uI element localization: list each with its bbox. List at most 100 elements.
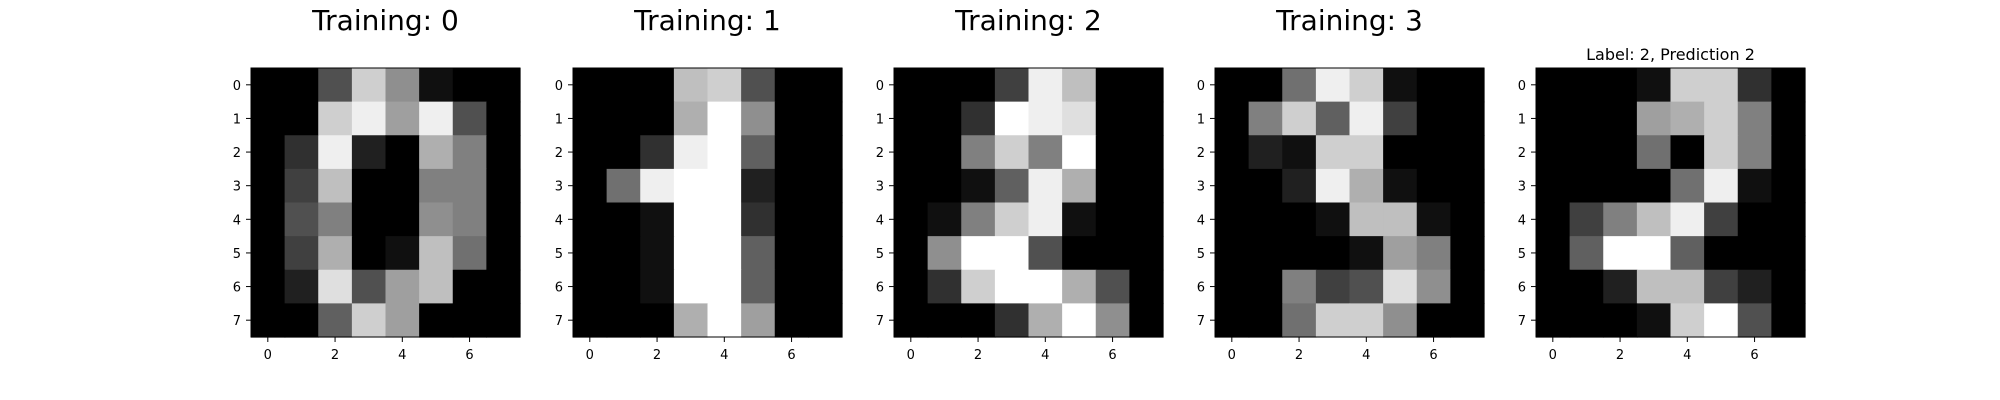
pixel-cell [385,202,420,237]
pixel-cell [1282,135,1317,170]
pixel-cell [994,236,1030,271]
y-tick-label: 6 [233,281,241,296]
pixel-cell [1536,236,1571,271]
pixel-cell [808,303,843,338]
pixel-cell [741,168,776,204]
pixel-cell [1095,269,1130,304]
pixel-cell [741,236,776,271]
pixel-cell [1383,135,1418,170]
y-tick-label: 5 [1197,247,1205,262]
pixel-cell [808,168,843,204]
y-tick-label: 6 [1518,281,1526,296]
pixel-cell [486,68,521,103]
pixel-cell [351,202,387,237]
pixel-cell [1416,269,1451,304]
pixel-cell [1737,101,1772,136]
pixel-cell [452,68,487,103]
y-tick-label: 4 [876,213,884,228]
pixel-cell [1569,303,1604,338]
pixel-cell [606,303,641,338]
pixel-cell [1248,168,1283,204]
pixel-cell [385,68,420,103]
pixel-cell [1315,101,1351,136]
pixel-cell [1282,68,1317,103]
pixel-cell [1416,236,1451,271]
pixel-cell [1416,168,1451,204]
pixel-cell [1416,303,1451,338]
y-tick-label: 6 [1197,281,1205,296]
pixel-cell [1771,236,1806,271]
pixel-cell [927,269,962,304]
pixel-cell [707,168,742,204]
pixel-cell [1771,68,1806,103]
x-tick-label: 6 [1750,348,1758,363]
panel-title: Training: 3 [1275,4,1423,37]
pixel-cell [251,236,286,271]
pixel-cell [994,101,1030,136]
y-tick-label: 3 [233,180,241,195]
x-tick-label: 2 [974,348,982,363]
pixel-cell [961,269,996,304]
pixel-cell [1771,135,1806,170]
pixel-cell [385,168,420,204]
pixel-cell [351,236,387,271]
x-tick-label: 2 [653,348,661,363]
pixel-cell [1704,101,1739,136]
y-tick-label: 6 [555,281,563,296]
pixel-cell [1028,68,1063,103]
pixel-cell [1028,269,1063,304]
pixel-cell [573,101,608,136]
pixel-cell [1095,303,1130,338]
pixel-cell [251,269,286,304]
pixel-cell [251,135,286,170]
pixel-cell [1062,303,1097,338]
pixel-cell [774,135,809,170]
pixel-cell [1771,168,1806,204]
x-tick-label: 6 [1108,348,1116,363]
y-tick-label: 5 [233,247,241,262]
pixel-cell [1670,236,1705,271]
pixel-cell [673,168,709,204]
pixel-cell [1670,68,1705,103]
pixel-cell [1062,168,1097,204]
pixel-cell [573,236,608,271]
pixel-cell [1569,68,1604,103]
pixel-cell [1450,269,1485,304]
y-tick-label: 2 [876,146,884,161]
x-tick-label: 4 [720,348,728,363]
pixel-cell [1315,68,1351,103]
pixel-cell [927,68,962,103]
pixel-cell [894,101,929,136]
pixel-cell [741,135,776,170]
pixel-cell [573,202,608,237]
pixel-cell [1028,202,1063,237]
digit-panel-0: Training: 0 0 2 4 6 0 1 2 3 4 5 6 7 [233,4,521,363]
pixel-cell [741,269,776,304]
x-tick-label: 4 [1683,348,1691,363]
pixel-cell [486,303,521,338]
pixel-cell [741,303,776,338]
pixel-cell [1636,303,1672,338]
pixel-cell [1636,236,1672,271]
pixel-cell [284,135,319,170]
y-tick-label: 6 [876,281,884,296]
pixel-cell [1737,303,1772,338]
pixel-cell [419,269,454,304]
pixel-cell [573,68,608,103]
x-tick-label: 4 [1041,348,1049,363]
pixel-cell [994,135,1030,170]
pixel-cell [419,303,454,338]
pixel-cell [1536,68,1571,103]
pixel-cell [961,303,996,338]
pixel-cell [606,168,641,204]
pixel-cell [1704,135,1739,170]
pixel-cell [1450,202,1485,237]
x-tick-label: 0 [1228,348,1236,363]
pixel-cell [1737,168,1772,204]
pixel-cell [1349,269,1384,304]
y-tick-label: 1 [555,112,563,127]
pixel-cell [1062,202,1097,237]
x-tick-label: 6 [787,348,795,363]
pixel-cell [1536,303,1571,338]
pixel-cell [452,303,487,338]
